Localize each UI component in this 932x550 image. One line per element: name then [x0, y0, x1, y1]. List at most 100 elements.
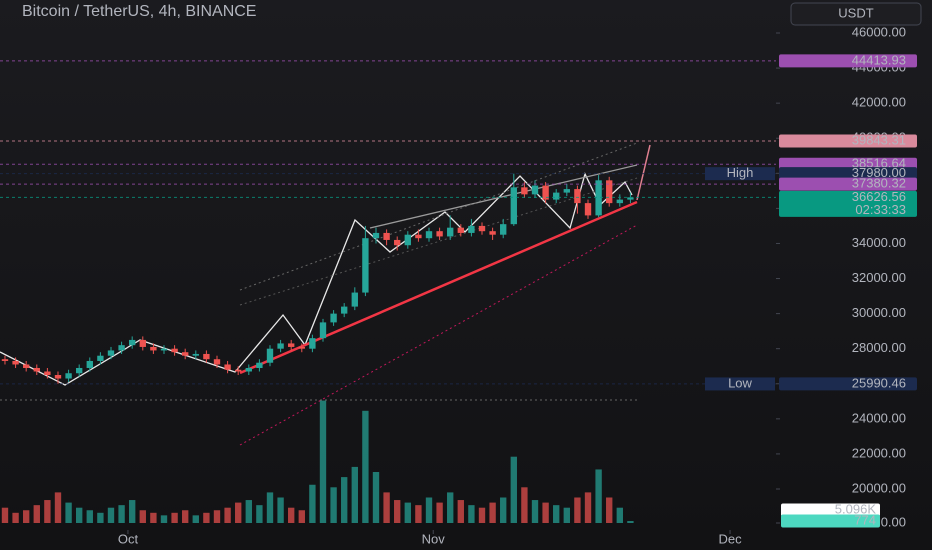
candle-body — [627, 197, 634, 200]
candle-body — [404, 234, 411, 246]
candle-body — [235, 369, 242, 372]
price-badge-label: 38516.64 — [852, 156, 906, 171]
drawings — [0, 142, 651, 446]
candle-body — [425, 231, 433, 239]
candle-body — [86, 360, 93, 368]
volume-bar — [129, 500, 136, 523]
volume-bar — [436, 502, 443, 523]
price-name: High — [727, 165, 754, 180]
candle-body — [574, 189, 581, 204]
candle-body — [383, 232, 390, 240]
volume-bar — [468, 505, 475, 523]
volume-bar — [203, 512, 210, 523]
price-name-badge — [705, 167, 775, 181]
volume-tick-label: 0.00 — [881, 514, 906, 529]
candle-body — [23, 364, 30, 368]
volume-bar — [160, 515, 168, 523]
volume-bar — [383, 492, 390, 523]
candle-body — [213, 359, 221, 365]
candle-body — [319, 322, 327, 339]
volume-bar — [97, 512, 104, 523]
volume-bar — [531, 500, 539, 523]
volume-bar — [139, 510, 146, 523]
candle-body — [447, 227, 454, 237]
price-badge-label: 39843.31 — [852, 132, 906, 147]
candle-body — [277, 343, 284, 349]
candle-body — [606, 180, 613, 204]
volume-bar — [584, 492, 592, 523]
candle-body — [415, 234, 422, 239]
candle-body — [457, 227, 464, 233]
price-name: Low — [728, 375, 752, 390]
volume-bar — [192, 515, 199, 523]
candle-body — [489, 231, 496, 235]
volume-bar — [595, 469, 602, 523]
volume-bar — [182, 510, 189, 523]
x-tick-label: Dec — [718, 531, 742, 546]
volume-bar — [553, 505, 560, 523]
candle-body — [203, 353, 210, 360]
y-tick-label: 30000.00 — [852, 305, 906, 320]
price-badge — [779, 177, 917, 191]
volume-bar — [351, 466, 358, 523]
volume-bar — [510, 456, 517, 523]
volume-bar — [12, 512, 19, 523]
volume-bar — [606, 497, 613, 523]
volume-bar — [309, 484, 316, 523]
candle-body — [309, 338, 316, 349]
candle-body — [192, 353, 199, 356]
volume-bar — [574, 497, 581, 523]
volume-bar — [372, 472, 380, 523]
candle-body — [478, 225, 486, 232]
candle-body — [129, 339, 136, 346]
candle-body — [542, 185, 549, 200]
candle-body — [76, 367, 83, 374]
candle-body — [150, 346, 157, 351]
volume-bar — [277, 497, 284, 523]
candle-body — [118, 345, 125, 351]
currency-button[interactable] — [790, 2, 922, 26]
volume-bar — [107, 507, 115, 523]
candle-body — [12, 360, 19, 365]
y-tick-label: 22000.00 — [852, 445, 906, 460]
y-tick-label: 46000.00 — [852, 24, 906, 39]
candle-body — [436, 231, 443, 237]
volume-bar — [489, 502, 496, 523]
volume-badge — [781, 514, 880, 528]
price-badge-label: 37980.00 — [852, 165, 906, 180]
candle-body — [182, 352, 189, 356]
candle-body — [54, 375, 62, 379]
candle-body — [245, 367, 252, 372]
price-badge-label: 37380.32 — [852, 176, 906, 191]
candle-body — [107, 350, 115, 356]
volume-badge-label: 5.096K — [835, 501, 877, 516]
candle-body — [256, 362, 263, 368]
volume-bar — [171, 512, 178, 523]
volume-bar — [521, 487, 528, 523]
y-tick-label: 34000.00 — [852, 235, 906, 250]
volume-bar — [341, 477, 348, 523]
volume-bar — [118, 505, 125, 523]
candle-body — [139, 339, 146, 347]
volume-bar — [245, 500, 252, 523]
candle-body — [553, 192, 560, 200]
candle-body — [224, 364, 231, 370]
chart-title: Bitcoin / TetherUS, 4h, BINANCE — [22, 3, 256, 20]
price-badge — [779, 54, 917, 68]
candle-body — [362, 238, 369, 293]
candle-body — [372, 232, 380, 239]
candle-body — [266, 348, 274, 363]
y-tick-label: 20000.00 — [852, 480, 906, 495]
candle-body — [351, 292, 358, 307]
price-badge — [779, 377, 917, 391]
candle-body — [65, 373, 72, 379]
volume-bar — [404, 502, 411, 523]
candle-body — [288, 343, 295, 347]
volume-bar — [500, 497, 507, 523]
volume-bar — [362, 410, 369, 523]
volume-bar — [213, 510, 221, 523]
volume-bar — [616, 507, 623, 523]
candle-body — [394, 239, 401, 246]
